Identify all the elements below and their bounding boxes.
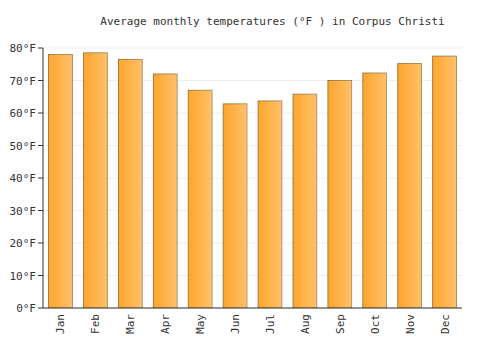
y-tick [38, 243, 43, 244]
y-tick [38, 275, 43, 276]
chart-container: Average monthly temperatures (°F ) in Co… [0, 0, 500, 350]
y-axis [43, 48, 44, 308]
y-tick-label: 10°F [10, 270, 37, 283]
bars [49, 53, 457, 308]
bar [433, 56, 457, 308]
bar-shine [118, 59, 142, 308]
x-tick-label: Dec [439, 314, 452, 334]
y-tick-label: 30°F [10, 205, 37, 218]
bar-shine [328, 81, 352, 309]
chart-svg: Average monthly temperatures (°F ) in Co… [0, 0, 500, 350]
bar [49, 55, 73, 309]
grid-line [43, 48, 462, 49]
bar [223, 104, 247, 308]
y-tick-label: 80°F [10, 42, 37, 55]
x-tick-label: Jul [264, 314, 277, 334]
x-tick-label: Mar [124, 314, 137, 334]
bar-shine [293, 94, 317, 308]
bar [84, 53, 108, 308]
y-tick-label: 60°F [10, 107, 37, 120]
y-tick [38, 113, 43, 114]
bar [293, 94, 317, 308]
y-tick-label: 50°F [10, 140, 37, 153]
y-tick [38, 80, 43, 81]
chart-title: Average monthly temperatures (°F ) in Co… [100, 15, 444, 28]
x-axis [43, 308, 462, 309]
bar-shine [223, 104, 247, 308]
bar-shine [433, 56, 457, 308]
y-tick-label: 40°F [10, 172, 37, 185]
y-tick [38, 145, 43, 146]
bar [118, 59, 142, 308]
bar-shine [153, 74, 177, 308]
bar [188, 90, 212, 308]
x-tick-label: Feb [89, 314, 102, 334]
bar-shine [398, 64, 422, 308]
x-tick-label: Aug [299, 314, 312, 334]
bar-shine [49, 55, 73, 309]
bar [363, 73, 387, 308]
y-tick-label: 20°F [10, 237, 37, 250]
grid-line [43, 308, 462, 309]
x-tick-label: May [194, 314, 207, 334]
bar-shine [84, 53, 108, 308]
bar-shine [258, 101, 282, 308]
y-tick [38, 308, 43, 309]
x-tick-label: Apr [159, 314, 172, 334]
x-tick-label: Sep [334, 314, 347, 334]
bar [153, 74, 177, 308]
bar-shine [188, 90, 212, 308]
bar [328, 81, 352, 309]
bar-shine [363, 73, 387, 308]
y-tick [38, 210, 43, 211]
bar [398, 64, 422, 308]
y-tick [38, 48, 43, 49]
x-tick-label: Oct [369, 314, 382, 334]
y-tick [38, 178, 43, 179]
y-tick-label: 70°F [10, 75, 37, 88]
y-tick-label: 0°F [16, 302, 36, 315]
x-tick-label: Jan [54, 314, 67, 334]
x-tick-label: Nov [404, 314, 417, 334]
x-tick-label: Jun [229, 314, 242, 334]
bar [258, 101, 282, 308]
